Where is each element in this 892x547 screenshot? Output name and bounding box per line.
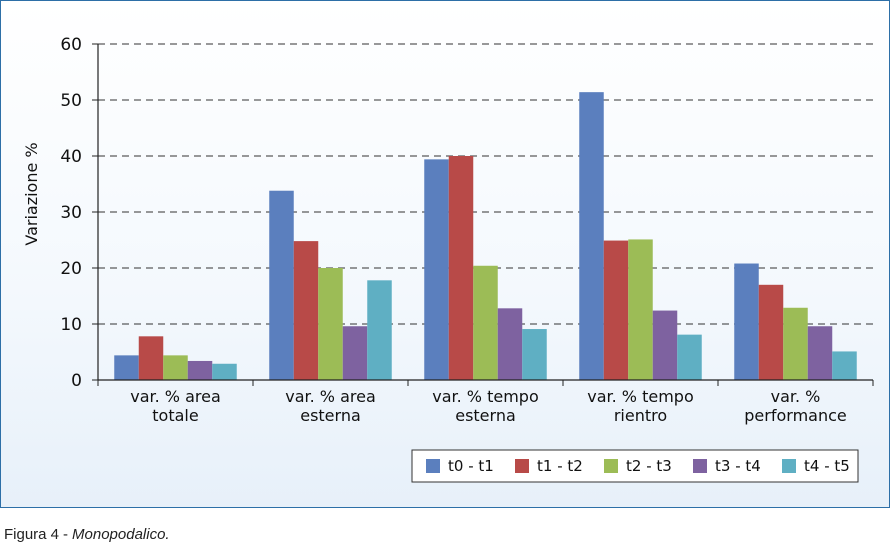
category-label: var. % area esterna	[285, 387, 376, 425]
bar	[424, 159, 449, 380]
bar	[603, 240, 629, 380]
category-label: var. % performance	[744, 387, 846, 425]
legend-swatch	[515, 459, 529, 473]
legend-label: t0 - t1	[448, 457, 494, 475]
bar	[269, 190, 294, 380]
bar	[783, 307, 808, 380]
category-labels: var. % area totale var. % area esterna var. …	[130, 387, 847, 425]
y-tick-label: 30	[60, 203, 82, 223]
y-tick-label: 10	[60, 315, 82, 335]
bar	[138, 336, 164, 380]
bar	[497, 308, 523, 380]
bar	[318, 268, 343, 380]
category-label: var. % tempo rientro	[587, 387, 694, 425]
bar	[579, 92, 604, 380]
legend-swatch	[604, 459, 618, 473]
y-tick-labels: 0 10 20 30 40 50 60	[60, 35, 98, 391]
category-label: var. % tempo esterna	[432, 387, 539, 425]
bar	[677, 334, 702, 380]
y-tick-label: 60	[60, 35, 82, 55]
legend-label: t1 - t2	[537, 457, 583, 475]
bar	[212, 363, 237, 380]
bar	[293, 241, 319, 380]
legend-swatch	[693, 459, 707, 473]
legend-label: t3 - t4	[715, 457, 761, 475]
bar	[832, 351, 857, 380]
legend-items: t0 - t1 t1 - t2 t2 - t3 t3 - t4 t4 - t5	[426, 457, 850, 475]
caption-text: Monopodalico.	[72, 526, 170, 543]
bar	[114, 355, 139, 380]
bar	[367, 280, 392, 380]
bar	[807, 326, 833, 380]
category-label: var. % area totale	[130, 387, 221, 425]
chart-frame: 0 10 20 30 40 50 60 var. % area totale var. % ar…	[0, 0, 890, 508]
bar	[473, 265, 498, 380]
caption-label: Figura 4	[4, 526, 60, 543]
bar	[758, 284, 784, 380]
y-axis-label: Variazione %	[22, 142, 41, 245]
legend-swatch	[782, 459, 796, 473]
figure-caption: Figura 4- Monopodalico.	[4, 526, 170, 543]
legend-label: t2 - t3	[626, 457, 672, 475]
bar	[342, 326, 368, 380]
bar	[187, 360, 213, 380]
y-tick-label: 50	[60, 91, 82, 111]
bars	[114, 92, 857, 380]
bar	[448, 156, 474, 380]
legend-swatch	[426, 459, 440, 473]
bar	[652, 310, 678, 380]
legend-label: t4 - t5	[804, 457, 850, 475]
bar	[734, 263, 759, 380]
bar	[163, 355, 188, 380]
y-tick-label: 20	[60, 259, 82, 279]
caption-separator: -	[63, 526, 69, 543]
y-tick-label: 40	[60, 147, 82, 167]
bar	[628, 239, 653, 380]
y-tick-label: 0	[71, 371, 82, 391]
bar	[522, 329, 547, 380]
legend: t0 - t1 t1 - t2 t2 - t3 t3 - t4 t4 - t5	[411, 449, 859, 483]
